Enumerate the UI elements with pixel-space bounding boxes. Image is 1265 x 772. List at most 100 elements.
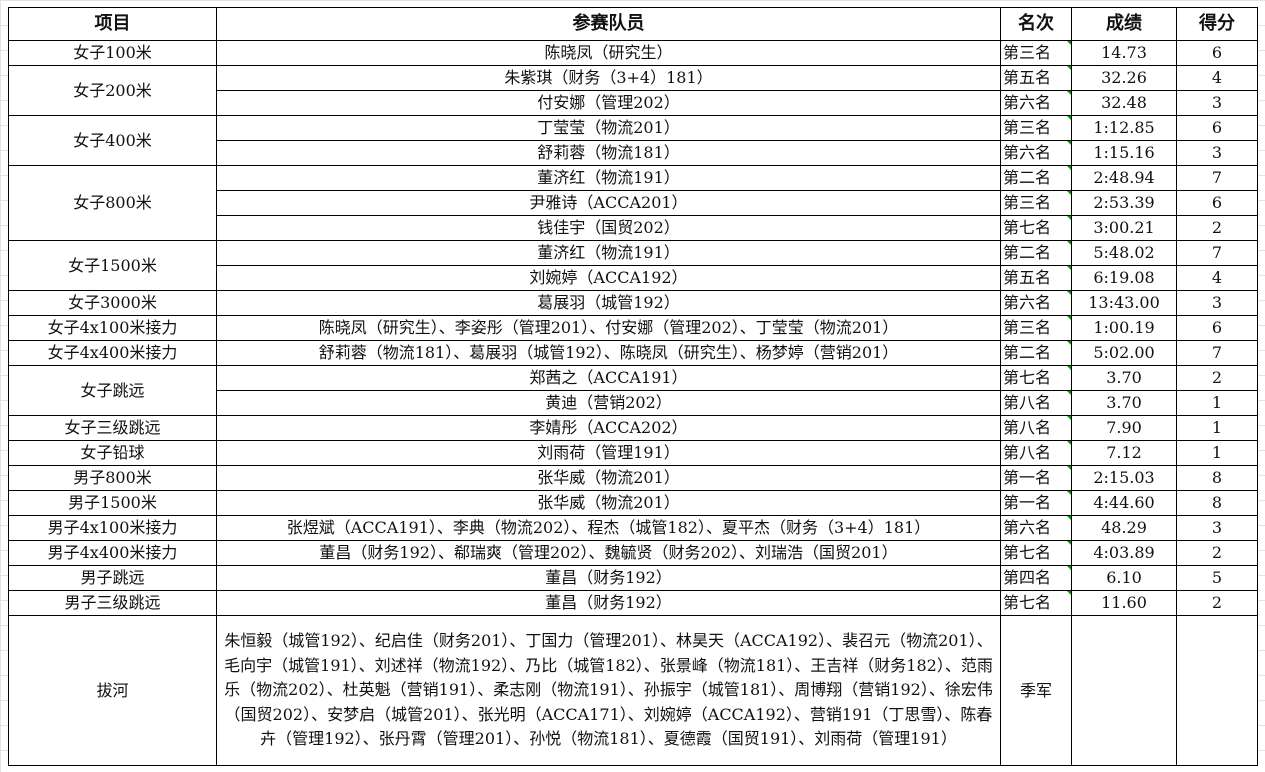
rank-cell[interactable]: 第三名 bbox=[1000, 115, 1072, 141]
result-cell[interactable]: 6.10 bbox=[1071, 565, 1177, 591]
rank-cell[interactable]: 第七名 bbox=[1000, 365, 1072, 391]
score-cell[interactable]: 1 bbox=[1176, 390, 1258, 416]
result-cell[interactable]: 1:15.16 bbox=[1071, 140, 1177, 166]
rank-cell[interactable]: 第六名 bbox=[1000, 290, 1072, 316]
result-cell[interactable]: 5:02.00 bbox=[1071, 340, 1177, 366]
header-score[interactable]: 得分 bbox=[1176, 7, 1258, 41]
member-cell[interactable]: 董济红（物流191） bbox=[216, 165, 1001, 191]
rank-cell[interactable]: 第八名 bbox=[1000, 440, 1072, 466]
member-cell[interactable]: 钱佳宇（国贸202） bbox=[216, 215, 1001, 241]
score-cell[interactable]: 7 bbox=[1176, 340, 1258, 366]
header-rank[interactable]: 名次 bbox=[1000, 7, 1072, 41]
result-cell[interactable]: 3:00.21 bbox=[1071, 215, 1177, 241]
event-cell[interactable]: 女子4x100米接力 bbox=[8, 315, 217, 341]
header-members[interactable]: 参赛队员 bbox=[216, 7, 1001, 41]
member-cell[interactable]: 黄迪（营销202） bbox=[216, 390, 1001, 416]
result-cell[interactable]: 7.12 bbox=[1071, 440, 1177, 466]
result-cell[interactable]: 48.29 bbox=[1071, 515, 1177, 541]
member-cell[interactable]: 张煜斌（ACCA191）、李典（物流202）、程杰（城管182）、夏平杰（财务（… bbox=[216, 515, 1001, 541]
result-cell[interactable]: 2:53.39 bbox=[1071, 190, 1177, 216]
score-cell[interactable]: 1 bbox=[1176, 440, 1258, 466]
result-cell[interactable]: 5:48.02 bbox=[1071, 240, 1177, 266]
score-cell[interactable]: 3 bbox=[1176, 290, 1258, 316]
result-cell[interactable]: 4:03.89 bbox=[1071, 540, 1177, 566]
score-cell[interactable]: 5 bbox=[1176, 565, 1258, 591]
member-cell[interactable]: 尹雅诗（ACCA201） bbox=[216, 190, 1001, 216]
rank-cell[interactable]: 第二名 bbox=[1000, 240, 1072, 266]
rank-cell[interactable]: 季军 bbox=[1000, 615, 1072, 766]
event-cell[interactable]: 女子1500米 bbox=[8, 240, 217, 291]
score-cell[interactable]: 7 bbox=[1176, 165, 1258, 191]
event-cell[interactable]: 男子4x400米接力 bbox=[8, 540, 217, 566]
result-cell[interactable]: 4:44.60 bbox=[1071, 490, 1177, 516]
rank-cell[interactable]: 第三名 bbox=[1000, 315, 1072, 341]
event-cell[interactable]: 男子跳远 bbox=[8, 565, 217, 591]
rank-cell[interactable]: 第三名 bbox=[1000, 190, 1072, 216]
score-cell[interactable]: 6 bbox=[1176, 40, 1258, 66]
result-cell[interactable]: 3.70 bbox=[1071, 390, 1177, 416]
rank-cell[interactable]: 第八名 bbox=[1000, 415, 1072, 441]
result-cell[interactable]: 14.73 bbox=[1071, 40, 1177, 66]
event-cell[interactable]: 女子4x400米接力 bbox=[8, 340, 217, 366]
member-cell[interactable]: 陈晓凤（研究生） bbox=[216, 40, 1001, 66]
rank-cell[interactable]: 第一名 bbox=[1000, 465, 1072, 491]
score-cell[interactable]: 6 bbox=[1176, 190, 1258, 216]
rank-cell[interactable]: 第三名 bbox=[1000, 40, 1072, 66]
rank-cell[interactable]: 第六名 bbox=[1000, 515, 1072, 541]
result-cell[interactable]: 32.26 bbox=[1071, 65, 1177, 91]
member-cell[interactable]: 郑茜之（ACCA191） bbox=[216, 365, 1001, 391]
member-cell[interactable]: 李婧彤（ACCA202） bbox=[216, 415, 1001, 441]
result-cell[interactable]: 32.48 bbox=[1071, 90, 1177, 116]
member-cell[interactable]: 刘雨荷（管理191） bbox=[216, 440, 1001, 466]
member-cell[interactable]: 董昌（财务192） bbox=[216, 590, 1001, 616]
score-cell[interactable]: 6 bbox=[1176, 315, 1258, 341]
rank-cell[interactable]: 第六名 bbox=[1000, 90, 1072, 116]
score-cell[interactable]: 3 bbox=[1176, 90, 1258, 116]
score-cell[interactable]: 8 bbox=[1176, 465, 1258, 491]
member-cell[interactable]: 舒莉蓉（物流181） bbox=[216, 140, 1001, 166]
rank-cell[interactable]: 第二名 bbox=[1000, 165, 1072, 191]
score-cell[interactable] bbox=[1176, 615, 1258, 766]
score-cell[interactable]: 7 bbox=[1176, 240, 1258, 266]
header-result[interactable]: 成绩 bbox=[1071, 7, 1177, 41]
header-event[interactable]: 项目 bbox=[8, 7, 217, 41]
rank-cell[interactable]: 第四名 bbox=[1000, 565, 1072, 591]
event-cell[interactable]: 女子400米 bbox=[8, 115, 217, 166]
score-cell[interactable]: 6 bbox=[1176, 115, 1258, 141]
member-cell[interactable]: 刘婉婷（ACCA192） bbox=[216, 265, 1001, 291]
member-cell[interactable]: 董昌（财务192）、郗瑞爽（管理202）、魏毓贤（财务202）、刘瑞浩（国贸20… bbox=[216, 540, 1001, 566]
score-cell[interactable]: 1 bbox=[1176, 415, 1258, 441]
result-cell[interactable]: 2:15.03 bbox=[1071, 465, 1177, 491]
result-cell[interactable]: 2:48.94 bbox=[1071, 165, 1177, 191]
rank-cell[interactable]: 第七名 bbox=[1000, 215, 1072, 241]
score-cell[interactable]: 8 bbox=[1176, 490, 1258, 516]
rank-cell[interactable]: 第一名 bbox=[1000, 490, 1072, 516]
event-cell[interactable]: 女子100米 bbox=[8, 40, 217, 66]
score-cell[interactable]: 3 bbox=[1176, 515, 1258, 541]
event-cell[interactable]: 男子4x100米接力 bbox=[8, 515, 217, 541]
event-cell[interactable]: 女子200米 bbox=[8, 65, 217, 116]
member-cell[interactable]: 陈晓凤（研究生）、李姿彤（管理201）、付安娜（管理202）、丁莹莹（物流201… bbox=[216, 315, 1001, 341]
event-cell[interactable]: 男子1500米 bbox=[8, 490, 217, 516]
rank-cell[interactable]: 第八名 bbox=[1000, 390, 1072, 416]
score-cell[interactable]: 2 bbox=[1176, 365, 1258, 391]
member-cell[interactable]: 朱紫琪（财务（3+4）181） bbox=[216, 65, 1001, 91]
member-cell[interactable]: 董昌（财务192） bbox=[216, 565, 1001, 591]
rank-cell[interactable]: 第五名 bbox=[1000, 265, 1072, 291]
rank-cell[interactable]: 第七名 bbox=[1000, 590, 1072, 616]
result-cell[interactable]: 1:00.19 bbox=[1071, 315, 1177, 341]
rank-cell[interactable]: 第六名 bbox=[1000, 140, 1072, 166]
result-cell[interactable] bbox=[1071, 615, 1177, 766]
score-cell[interactable]: 2 bbox=[1176, 215, 1258, 241]
event-cell[interactable]: 女子跳远 bbox=[8, 365, 217, 416]
event-cell[interactable]: 女子3000米 bbox=[8, 290, 217, 316]
event-cell[interactable]: 拔河 bbox=[8, 615, 217, 766]
member-cell[interactable]: 张华威（物流201） bbox=[216, 490, 1001, 516]
rank-cell[interactable]: 第二名 bbox=[1000, 340, 1072, 366]
event-cell[interactable]: 男子800米 bbox=[8, 465, 217, 491]
score-cell[interactable]: 2 bbox=[1176, 540, 1258, 566]
member-cell[interactable]: 付安娜（管理202） bbox=[216, 90, 1001, 116]
member-cell[interactable]: 葛展羽（城管192） bbox=[216, 290, 1001, 316]
result-cell[interactable]: 3.70 bbox=[1071, 365, 1177, 391]
member-cell[interactable]: 舒莉蓉（物流181）、葛展羽（城管192）、陈晓凤（研究生）、杨梦婷（营销201… bbox=[216, 340, 1001, 366]
